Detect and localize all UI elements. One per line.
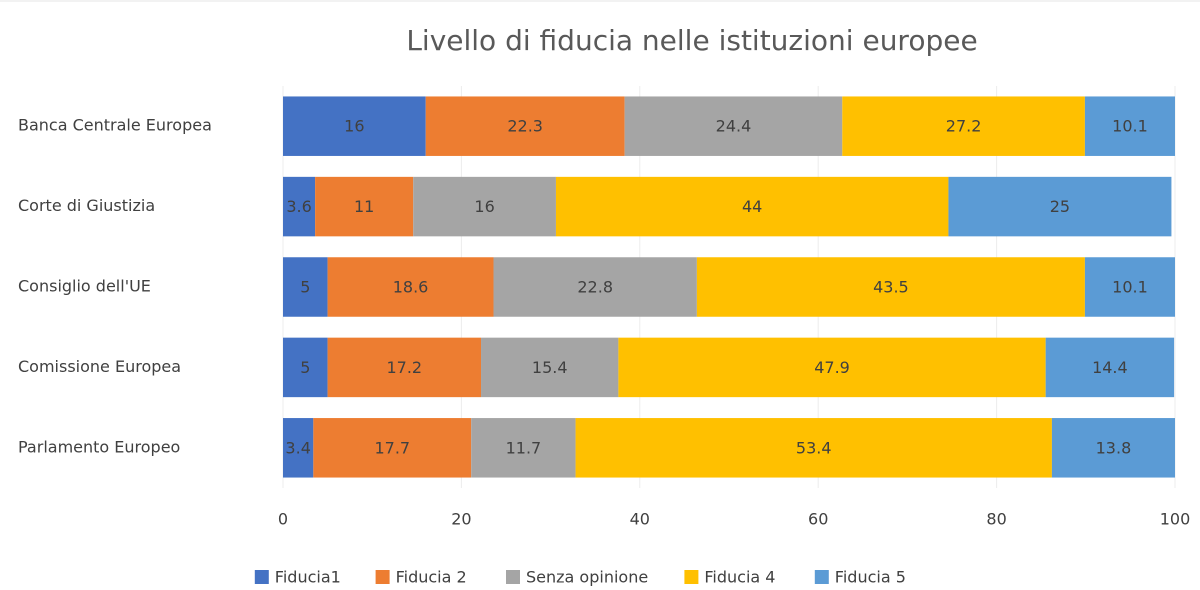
data-label: 11	[354, 197, 374, 216]
legend-label: Fiducia1	[275, 568, 341, 587]
x-tick-label: 100	[1160, 510, 1191, 529]
bar-segment	[696, 257, 1085, 317]
data-label: 3.4	[285, 438, 310, 457]
data-label: 18.6	[393, 278, 429, 297]
data-label: 17.7	[374, 438, 410, 457]
bar-segment	[618, 337, 1046, 398]
x-tick-label: 80	[986, 510, 1006, 529]
y-tick-label: Corte di Giustizia	[18, 196, 155, 215]
legend-label: Senza opinione	[526, 568, 648, 587]
bar-segment	[313, 418, 472, 478]
legend-label: Fiducia 2	[396, 568, 467, 587]
data-label: 22.8	[577, 278, 613, 297]
bar-segment	[283, 337, 328, 398]
bar-segment	[575, 418, 1052, 478]
data-label: 3.6	[286, 197, 311, 216]
data-label: 47.9	[814, 358, 850, 377]
bar-segment	[493, 257, 697, 317]
data-label: 53.4	[796, 438, 832, 457]
bar-segment	[425, 96, 625, 156]
data-label: 13.8	[1096, 438, 1132, 457]
data-label: 16	[344, 117, 364, 136]
legend-label: Fiducia 4	[704, 568, 775, 587]
chart-title: Livello di fiducia nelle istituzioni eur…	[406, 24, 977, 57]
bar-segment	[283, 176, 316, 237]
bar-segment	[1084, 96, 1175, 156]
bar-segment	[327, 337, 482, 398]
legend-swatch	[254, 570, 269, 584]
bar-segment	[283, 96, 426, 156]
data-label: 10.1	[1112, 278, 1148, 297]
bar-segment	[1084, 257, 1175, 317]
data-label: 15.4	[532, 358, 568, 377]
legend-swatch	[684, 570, 699, 584]
bar-segment	[624, 96, 843, 156]
data-label: 17.2	[386, 358, 422, 377]
bar-segment	[413, 176, 556, 237]
x-tick-label: 0	[278, 510, 288, 529]
y-tick-label: Consiglio dell'UE	[18, 277, 151, 296]
bar-segment	[315, 176, 414, 237]
data-label: 16	[474, 197, 494, 216]
bar-segment	[842, 96, 1085, 156]
bar-segment	[1045, 337, 1175, 398]
y-tick-label: Banca Centrale Europea	[18, 116, 212, 135]
bar-segment	[1051, 418, 1175, 478]
data-label: 5	[300, 358, 310, 377]
legend-label: Fiducia 5	[835, 568, 906, 587]
data-label: 5	[300, 278, 310, 297]
bar-segment	[283, 257, 328, 317]
x-tick-label: 60	[808, 510, 828, 529]
y-tick-label: Comissione Europea	[18, 357, 181, 376]
data-label: 11.7	[506, 438, 542, 457]
bar-segment	[555, 176, 949, 237]
data-label: 27.2	[946, 117, 982, 136]
bar-segment	[481, 337, 619, 398]
data-label: 44	[742, 197, 762, 216]
data-label: 10.1	[1112, 117, 1148, 136]
bar-segment	[948, 176, 1172, 237]
legend-swatch	[506, 570, 520, 584]
data-label: 25	[1050, 197, 1070, 216]
bar-segment	[283, 418, 314, 478]
legend-swatch	[375, 570, 390, 584]
bar-segment	[327, 257, 494, 317]
data-label: 14.4	[1092, 358, 1128, 377]
bar-segment	[471, 418, 576, 478]
x-tick-label: 40	[630, 510, 650, 529]
data-label: 24.4	[716, 117, 752, 136]
y-tick-label: Parlamento Europeo	[18, 437, 180, 456]
x-tick-label: 20	[451, 510, 471, 529]
legend-swatch	[814, 570, 829, 584]
data-label: 43.5	[873, 278, 909, 297]
data-label: 22.3	[507, 117, 543, 136]
